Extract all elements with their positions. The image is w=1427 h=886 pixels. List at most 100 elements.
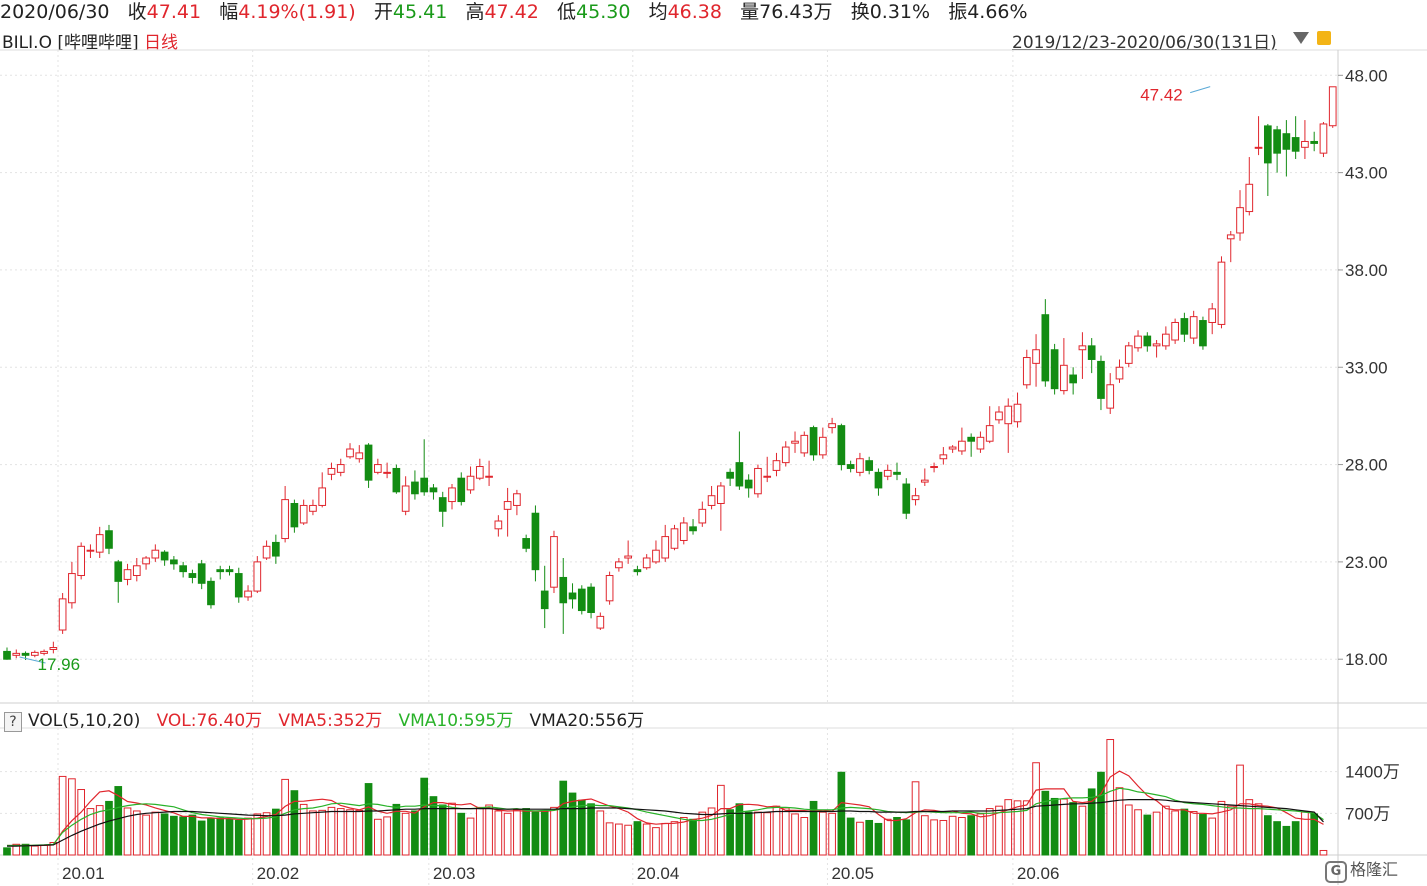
- volume-bar: [559, 780, 568, 856]
- volume-bar: [1143, 814, 1152, 856]
- candle: [1143, 332, 1152, 352]
- volume-bar: [244, 817, 252, 856]
- candle-body: [1171, 321, 1179, 341]
- volume-bar: [86, 808, 95, 856]
- candle: [865, 456, 874, 475]
- candle: [791, 431, 799, 453]
- volume-bar: [605, 822, 614, 856]
- grid-lines: [0, 49, 1427, 886]
- candle: [1208, 303, 1217, 335]
- candle-body: [735, 462, 744, 487]
- avg-label: 均: [648, 1, 668, 23]
- volume-bar: [1319, 849, 1328, 856]
- volume-bar: [281, 778, 289, 856]
- candle: [40, 649, 48, 656]
- candle-body: [411, 481, 419, 495]
- volume-bar: [642, 823, 651, 856]
- candle-body: [160, 551, 169, 561]
- candle: [457, 472, 466, 506]
- volume-bar: [68, 778, 76, 856]
- candle-body: [114, 561, 123, 582]
- candle: [244, 585, 252, 601]
- candle-body: [485, 475, 493, 478]
- candle: [494, 515, 503, 537]
- dropdown-triangle-icon[interactable]: [1293, 32, 1309, 44]
- candle-body: [1180, 318, 1189, 335]
- close-label: 收: [127, 1, 147, 23]
- volume-bar: [985, 808, 994, 856]
- candle: [874, 468, 883, 496]
- volume-bar: [670, 821, 679, 856]
- candle: [123, 563, 132, 586]
- candle: [30, 650, 39, 658]
- volume-bar: [234, 819, 243, 856]
- turnover-label: 换: [850, 1, 870, 23]
- volume-bar: [744, 811, 753, 856]
- candle: [1162, 326, 1170, 350]
- candle-body: [1291, 137, 1300, 152]
- candle: [318, 472, 327, 508]
- lock-icon[interactable]: [1317, 31, 1331, 45]
- candle: [652, 540, 660, 564]
- open-label: 开: [373, 1, 393, 23]
- turnover-value: 0.31%: [869, 1, 931, 23]
- candle-body: [939, 454, 948, 460]
- volume-bar: [1022, 800, 1031, 856]
- close-value: 47.41: [146, 1, 202, 23]
- volume-bar: [856, 821, 864, 856]
- volume-bar: [1134, 809, 1142, 856]
- candle: [948, 445, 957, 453]
- price-tick-label: 18.00: [1345, 650, 1388, 669]
- candle: [290, 499, 299, 533]
- candle: [1328, 86, 1337, 128]
- volume-bar: [633, 821, 642, 856]
- volume-bar: [726, 809, 734, 856]
- price-tick-label: 38.00: [1345, 261, 1388, 280]
- candle-body: [1217, 261, 1226, 325]
- volume-bar: [1013, 800, 1022, 856]
- candle: [475, 458, 484, 481]
- candle: [1134, 330, 1142, 352]
- vol-value: VOL:76.40万: [156, 711, 263, 731]
- candle: [309, 499, 317, 516]
- help-icon[interactable]: ?: [4, 712, 22, 732]
- volume-bar: [568, 792, 577, 856]
- candle-body: [420, 477, 429, 493]
- volume-bar: [920, 815, 929, 856]
- volume-bar: [253, 813, 262, 856]
- volume-bar: [893, 817, 901, 856]
- volume-bar: [791, 813, 799, 856]
- chart-period[interactable]: 日线: [144, 33, 179, 53]
- ticker-name: [哔哩哔哩]: [57, 33, 139, 53]
- candle: [253, 556, 262, 594]
- candle: [105, 524, 113, 555]
- candle-body: [40, 650, 48, 654]
- candle: [1217, 256, 1226, 329]
- volume-bar: [290, 790, 299, 856]
- price-tick-label: 33.00: [1345, 358, 1388, 377]
- candle-body: [707, 495, 716, 506]
- volume-bar: [77, 789, 86, 856]
- candle-body: [948, 446, 957, 450]
- annotation-high-label: 47.42: [1140, 86, 1183, 105]
- candle: [373, 458, 382, 475]
- candle: [893, 462, 901, 481]
- volume-bar: [1069, 802, 1077, 856]
- candle-body: [874, 471, 883, 489]
- candle-body: [1041, 314, 1050, 382]
- candle-body: [791, 440, 799, 444]
- date-range-selector[interactable]: 2019/12/23-2020/06/30(131日): [1012, 33, 1277, 53]
- high-value: 47.42: [484, 1, 539, 23]
- volume-bar: [967, 815, 976, 856]
- candle-body: [902, 483, 911, 514]
- candle-body: [475, 466, 484, 479]
- candle: [503, 487, 512, 537]
- candle-body: [559, 576, 568, 604]
- low-value: 45.30: [576, 1, 631, 23]
- candle-body: [1152, 343, 1161, 347]
- candle-body: [633, 569, 642, 573]
- x-tick-label: 20.01: [62, 864, 105, 883]
- volume-bar: [772, 805, 781, 856]
- candle: [698, 501, 707, 527]
- candle: [596, 612, 605, 631]
